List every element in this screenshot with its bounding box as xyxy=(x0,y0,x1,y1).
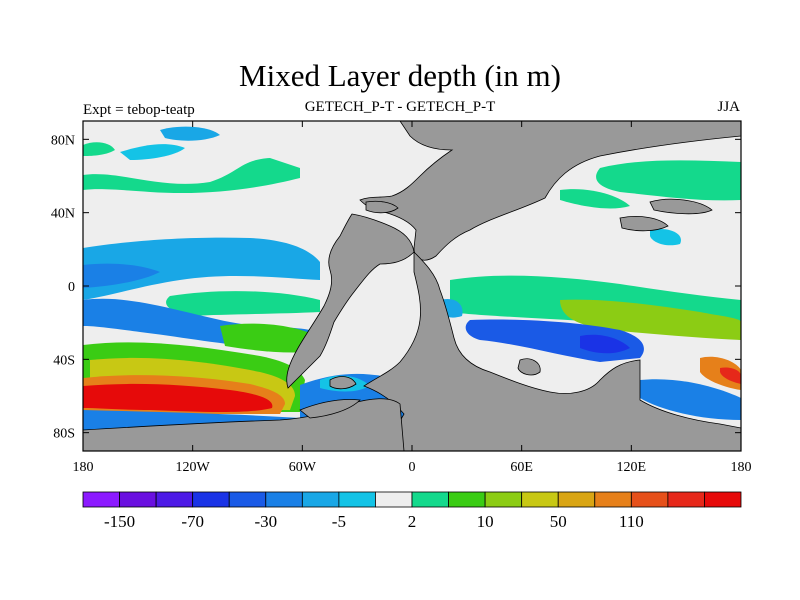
colorbar-label: -70 xyxy=(181,512,204,531)
landmass-africa-antarctic xyxy=(363,251,741,451)
colorbar-label: 2 xyxy=(408,512,417,531)
x-tick-label: 180 xyxy=(73,460,94,475)
colorbar-swatch xyxy=(448,491,486,508)
season-label: JJA xyxy=(717,99,740,115)
colorbar-swatch xyxy=(667,491,705,508)
anomaly-region-pacific-band-green xyxy=(220,323,320,353)
colorbar-swatch xyxy=(375,491,413,508)
colorbar-swatch xyxy=(119,491,157,508)
longitude-axis: 180 120W 60W 0 60E 120E 180 xyxy=(73,121,752,475)
anomaly-region-indian-deepblue xyxy=(580,334,630,354)
experiment-label: Expt = tebop-teatp xyxy=(83,102,195,118)
colorbar-swatch xyxy=(82,491,120,508)
y-tick-label: 40S xyxy=(53,353,75,368)
anomaly-region-north-cyan-2 xyxy=(160,126,220,141)
map-title: Mixed Layer depth (in m) xyxy=(239,58,561,93)
anomaly-region-pacific-blue-2 xyxy=(83,263,160,288)
landmass-island-ne xyxy=(649,198,713,215)
colorbar-swatch xyxy=(630,491,669,508)
landmass-north xyxy=(359,121,741,261)
y-tick-label: 80N xyxy=(51,133,75,148)
anomaly-region-indian-yellowgreen xyxy=(560,299,741,340)
anomaly-region-east-red xyxy=(720,367,741,384)
anomaly-region-ne-cyan-2 xyxy=(650,228,681,246)
colorbar-swatch xyxy=(338,491,376,508)
anomaly-region-pacific-blue xyxy=(83,237,320,300)
colorbar-swatch xyxy=(411,491,449,508)
colorbar-swatch xyxy=(704,491,742,508)
colorbar-label: 10 xyxy=(477,512,494,531)
colorbar-swatch xyxy=(192,491,230,508)
colorbar-label: -5 xyxy=(332,512,346,531)
colorbar-swatch xyxy=(557,491,596,508)
landmass-south-pacific xyxy=(83,398,405,451)
colorbar-swatch xyxy=(228,491,267,508)
latitude-axis: 80N 40N 0 40S 80S xyxy=(51,133,741,442)
x-tick-label: 120E xyxy=(617,460,647,475)
landmass-island-west xyxy=(299,399,361,419)
colorbar-swatch xyxy=(301,491,340,508)
anomaly-region-east-blue xyxy=(640,379,741,420)
anomaly-region-north-green-2 xyxy=(83,142,115,156)
colorbar-label: -30 xyxy=(254,512,277,531)
x-tick-label: 180 xyxy=(731,460,752,475)
anomaly-region-north-green xyxy=(83,158,300,194)
colorbar-label: -150 xyxy=(104,512,135,531)
map-field xyxy=(83,121,741,451)
x-tick-label: 0 xyxy=(409,460,416,475)
y-tick-label: 40N xyxy=(51,207,75,222)
anomaly-region-ne-green xyxy=(596,160,741,201)
colorbar-swatch xyxy=(265,491,303,508)
anomaly-region-north-cyan xyxy=(120,144,185,160)
x-tick-label: 60E xyxy=(510,460,533,475)
y-tick-label: 0 xyxy=(68,280,75,295)
anomaly-region-east-orange xyxy=(700,356,741,390)
landmass-island-arctic xyxy=(365,200,399,214)
landmass-island-indian xyxy=(517,358,541,376)
colorbar-label: 50 xyxy=(550,512,567,531)
x-tick-label: 120W xyxy=(176,460,211,475)
colorbar-swatch xyxy=(484,491,523,508)
anomaly-region-pacific-green xyxy=(166,291,320,316)
colorbar: -150 -70 -30 -5 2 10 50 110 xyxy=(82,491,742,531)
anomaly-region-south-red xyxy=(83,383,273,412)
colorbar-swatch xyxy=(594,491,632,508)
landmass-island-east xyxy=(619,216,669,232)
colorbar-label: 110 xyxy=(619,512,644,531)
y-tick-label: 80S xyxy=(53,427,75,442)
colorbar-swatch xyxy=(521,491,559,508)
anomaly-region-ne-green-2 xyxy=(560,189,630,209)
dataset-label: GETECH_P-T - GETECH_P-T xyxy=(304,99,496,115)
landmass-island-sw xyxy=(329,376,357,390)
colorbar-swatch xyxy=(155,491,194,508)
x-tick-label: 60W xyxy=(289,460,317,475)
